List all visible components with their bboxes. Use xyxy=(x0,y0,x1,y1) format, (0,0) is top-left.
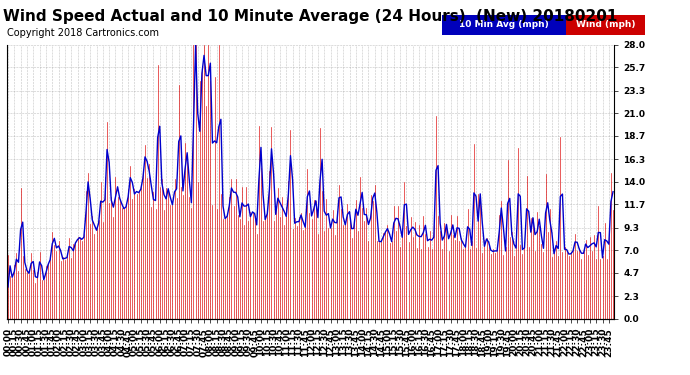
Text: Copyright 2018 Cartronics.com: Copyright 2018 Cartronics.com xyxy=(7,28,159,38)
Text: Wind (mph): Wind (mph) xyxy=(575,20,635,29)
Text: 10 Min Avg (mph): 10 Min Avg (mph) xyxy=(459,20,549,29)
Text: Wind Speed Actual and 10 Minute Average (24 Hours)  (New) 20180201: Wind Speed Actual and 10 Minute Average … xyxy=(3,9,618,24)
